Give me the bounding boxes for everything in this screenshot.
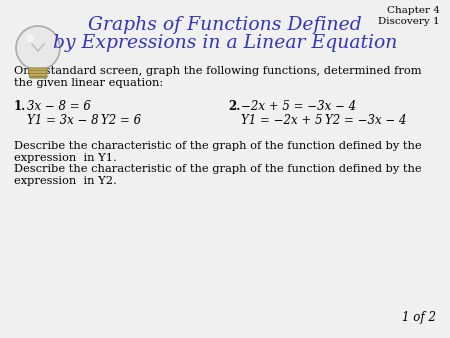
Text: Y1 = −2x + 5: Y1 = −2x + 5 xyxy=(241,114,323,127)
Text: Graphs of Functions Defined: Graphs of Functions Defined xyxy=(88,16,362,34)
Text: Y1 = 3x − 8: Y1 = 3x − 8 xyxy=(27,114,99,127)
Text: 1.: 1. xyxy=(14,100,26,113)
Text: expression  in Y2.: expression in Y2. xyxy=(14,176,117,186)
Circle shape xyxy=(26,34,34,42)
Text: Y2 = 6: Y2 = 6 xyxy=(101,114,141,127)
Text: Describe the characteristic of the graph of the function defined by the: Describe the characteristic of the graph… xyxy=(14,164,422,174)
Text: 1 of 2: 1 of 2 xyxy=(402,311,436,324)
Text: expression  in Y1.: expression in Y1. xyxy=(14,153,117,163)
Text: On a standard screen, graph the following functions, determined from: On a standard screen, graph the followin… xyxy=(14,66,422,76)
Text: 2.: 2. xyxy=(228,100,240,113)
Text: by Expressions in a Linear Equation: by Expressions in a Linear Equation xyxy=(53,34,397,52)
Text: Chapter 4: Chapter 4 xyxy=(387,6,440,15)
Polygon shape xyxy=(28,68,48,78)
Circle shape xyxy=(16,26,60,70)
Text: −2x + 5 = −3x − 4: −2x + 5 = −3x − 4 xyxy=(241,100,356,113)
Text: the given linear equation:: the given linear equation: xyxy=(14,78,163,88)
Text: Discovery 1: Discovery 1 xyxy=(378,17,440,26)
Text: 3x − 8 = 6: 3x − 8 = 6 xyxy=(27,100,91,113)
Text: Y2 = −3x − 4: Y2 = −3x − 4 xyxy=(325,114,406,127)
Text: Describe the characteristic of the graph of the function defined by the: Describe the characteristic of the graph… xyxy=(14,141,422,151)
